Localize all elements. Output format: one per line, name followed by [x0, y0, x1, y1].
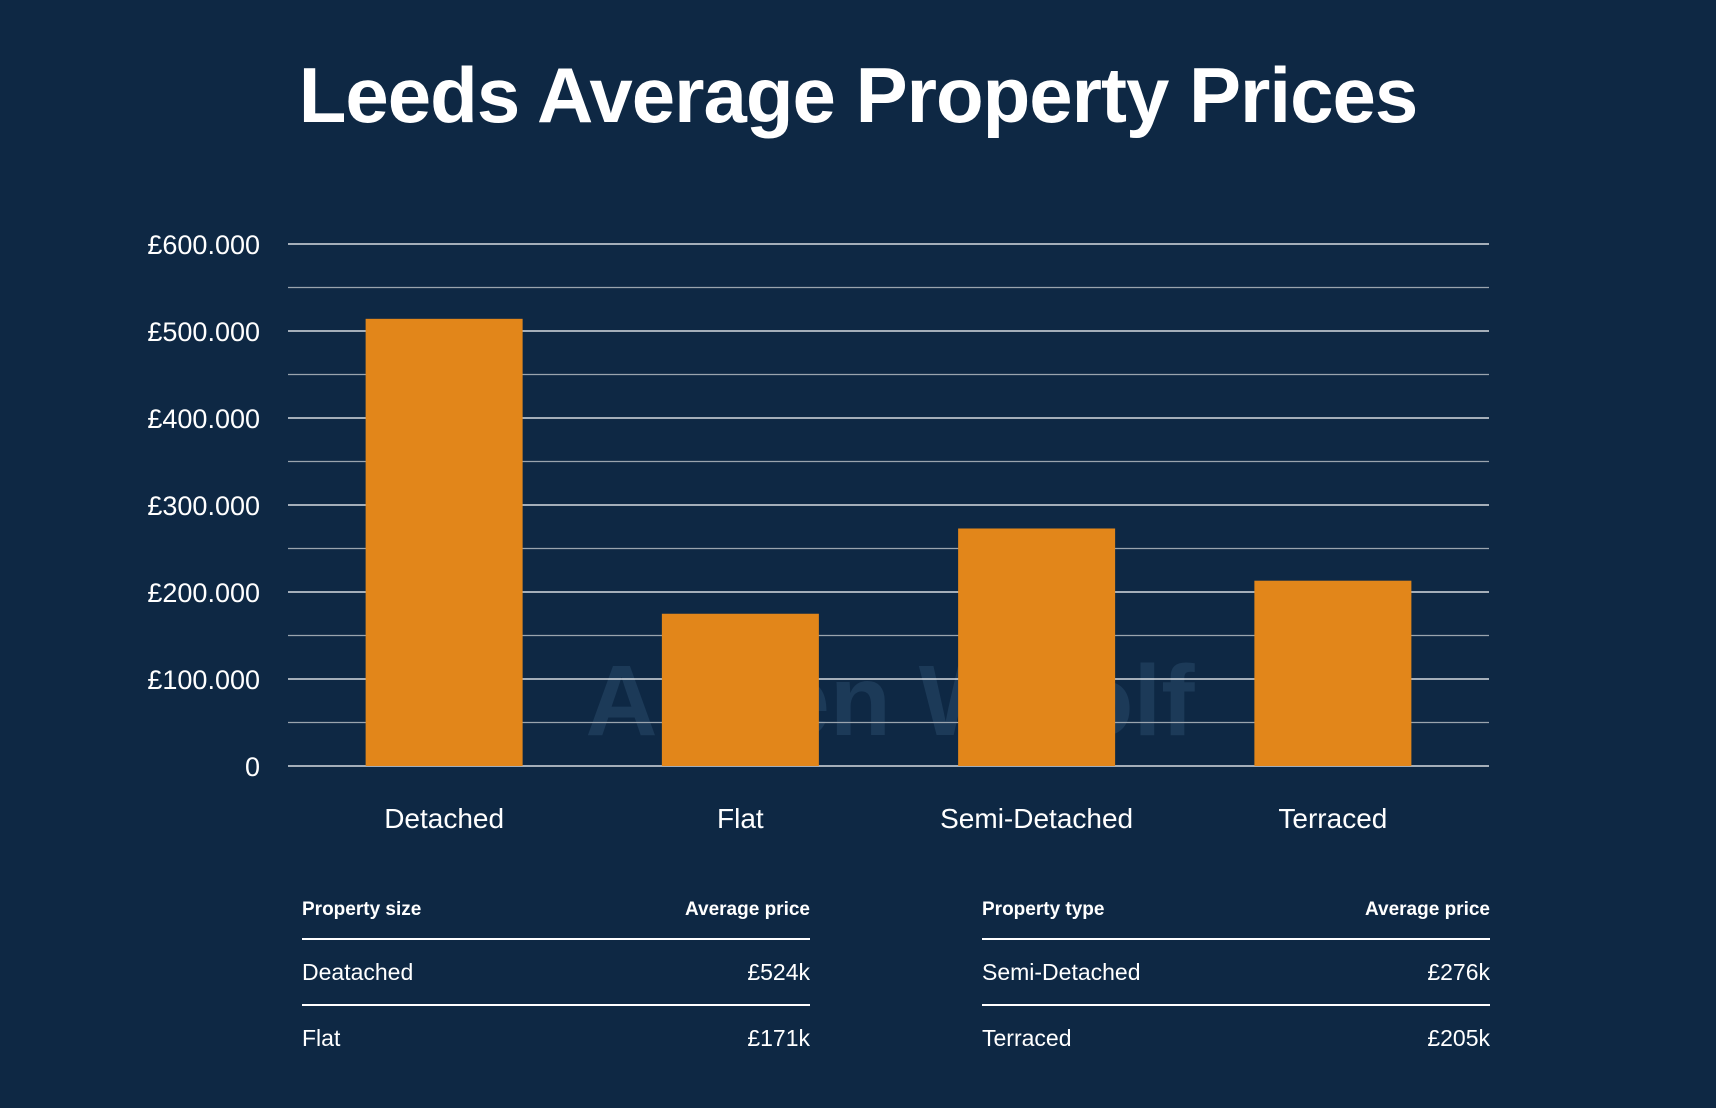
table-cell: £276k — [1427, 959, 1490, 985]
table-header: Average price — [1365, 899, 1490, 920]
table-cell: Terraced — [982, 1025, 1072, 1051]
table-row: Flat £171k — [302, 1006, 810, 1070]
x-tick-label: Detached — [384, 803, 504, 834]
x-tick-label: Terraced — [1278, 803, 1387, 834]
table-header: Property size — [302, 899, 422, 920]
table-cell: £171k — [747, 1025, 810, 1051]
property-type-table: Property type Average price Semi-Detached… — [982, 896, 1490, 1070]
table-row: Deatached £524k — [302, 940, 810, 1006]
y-tick-label: £200.000 — [147, 578, 260, 608]
y-tick-label: £400.000 — [147, 404, 260, 434]
bar-flat — [661, 613, 819, 766]
table-cell: Flat — [302, 1025, 341, 1051]
bar-semi-detached — [958, 528, 1116, 766]
table-cell: Deatached — [302, 959, 414, 985]
table-row: Semi-Detached £276k — [982, 940, 1490, 1006]
bar-terraced — [1254, 580, 1412, 766]
y-tick-label: £100.000 — [147, 665, 260, 695]
x-tick-label: Flat — [717, 803, 764, 834]
table-header: Property type — [982, 899, 1105, 920]
chart-title: Leeds Average Property Prices — [298, 51, 1418, 139]
bar-detached — [365, 318, 523, 766]
table-cell: £524k — [747, 959, 810, 985]
table-header: Average price — [685, 899, 810, 920]
table-row: Terraced £205k — [982, 1006, 1490, 1070]
table-cell: £205k — [1427, 1025, 1490, 1051]
property-size-table: Property size Average price Deatached £524… — [302, 896, 810, 1070]
y-tick-label: 0 — [245, 752, 260, 782]
table-cell: Semi-Detached — [982, 959, 1141, 985]
bar-chart: Aspen Woolf 0£100.000£200.000£300.000£40… — [147, 230, 1489, 834]
y-tick-label: £300.000 — [147, 491, 260, 521]
y-tick-label: £500.000 — [147, 317, 260, 347]
y-tick-label: £600.000 — [147, 230, 260, 260]
x-tick-label: Semi-Detached — [940, 803, 1133, 834]
